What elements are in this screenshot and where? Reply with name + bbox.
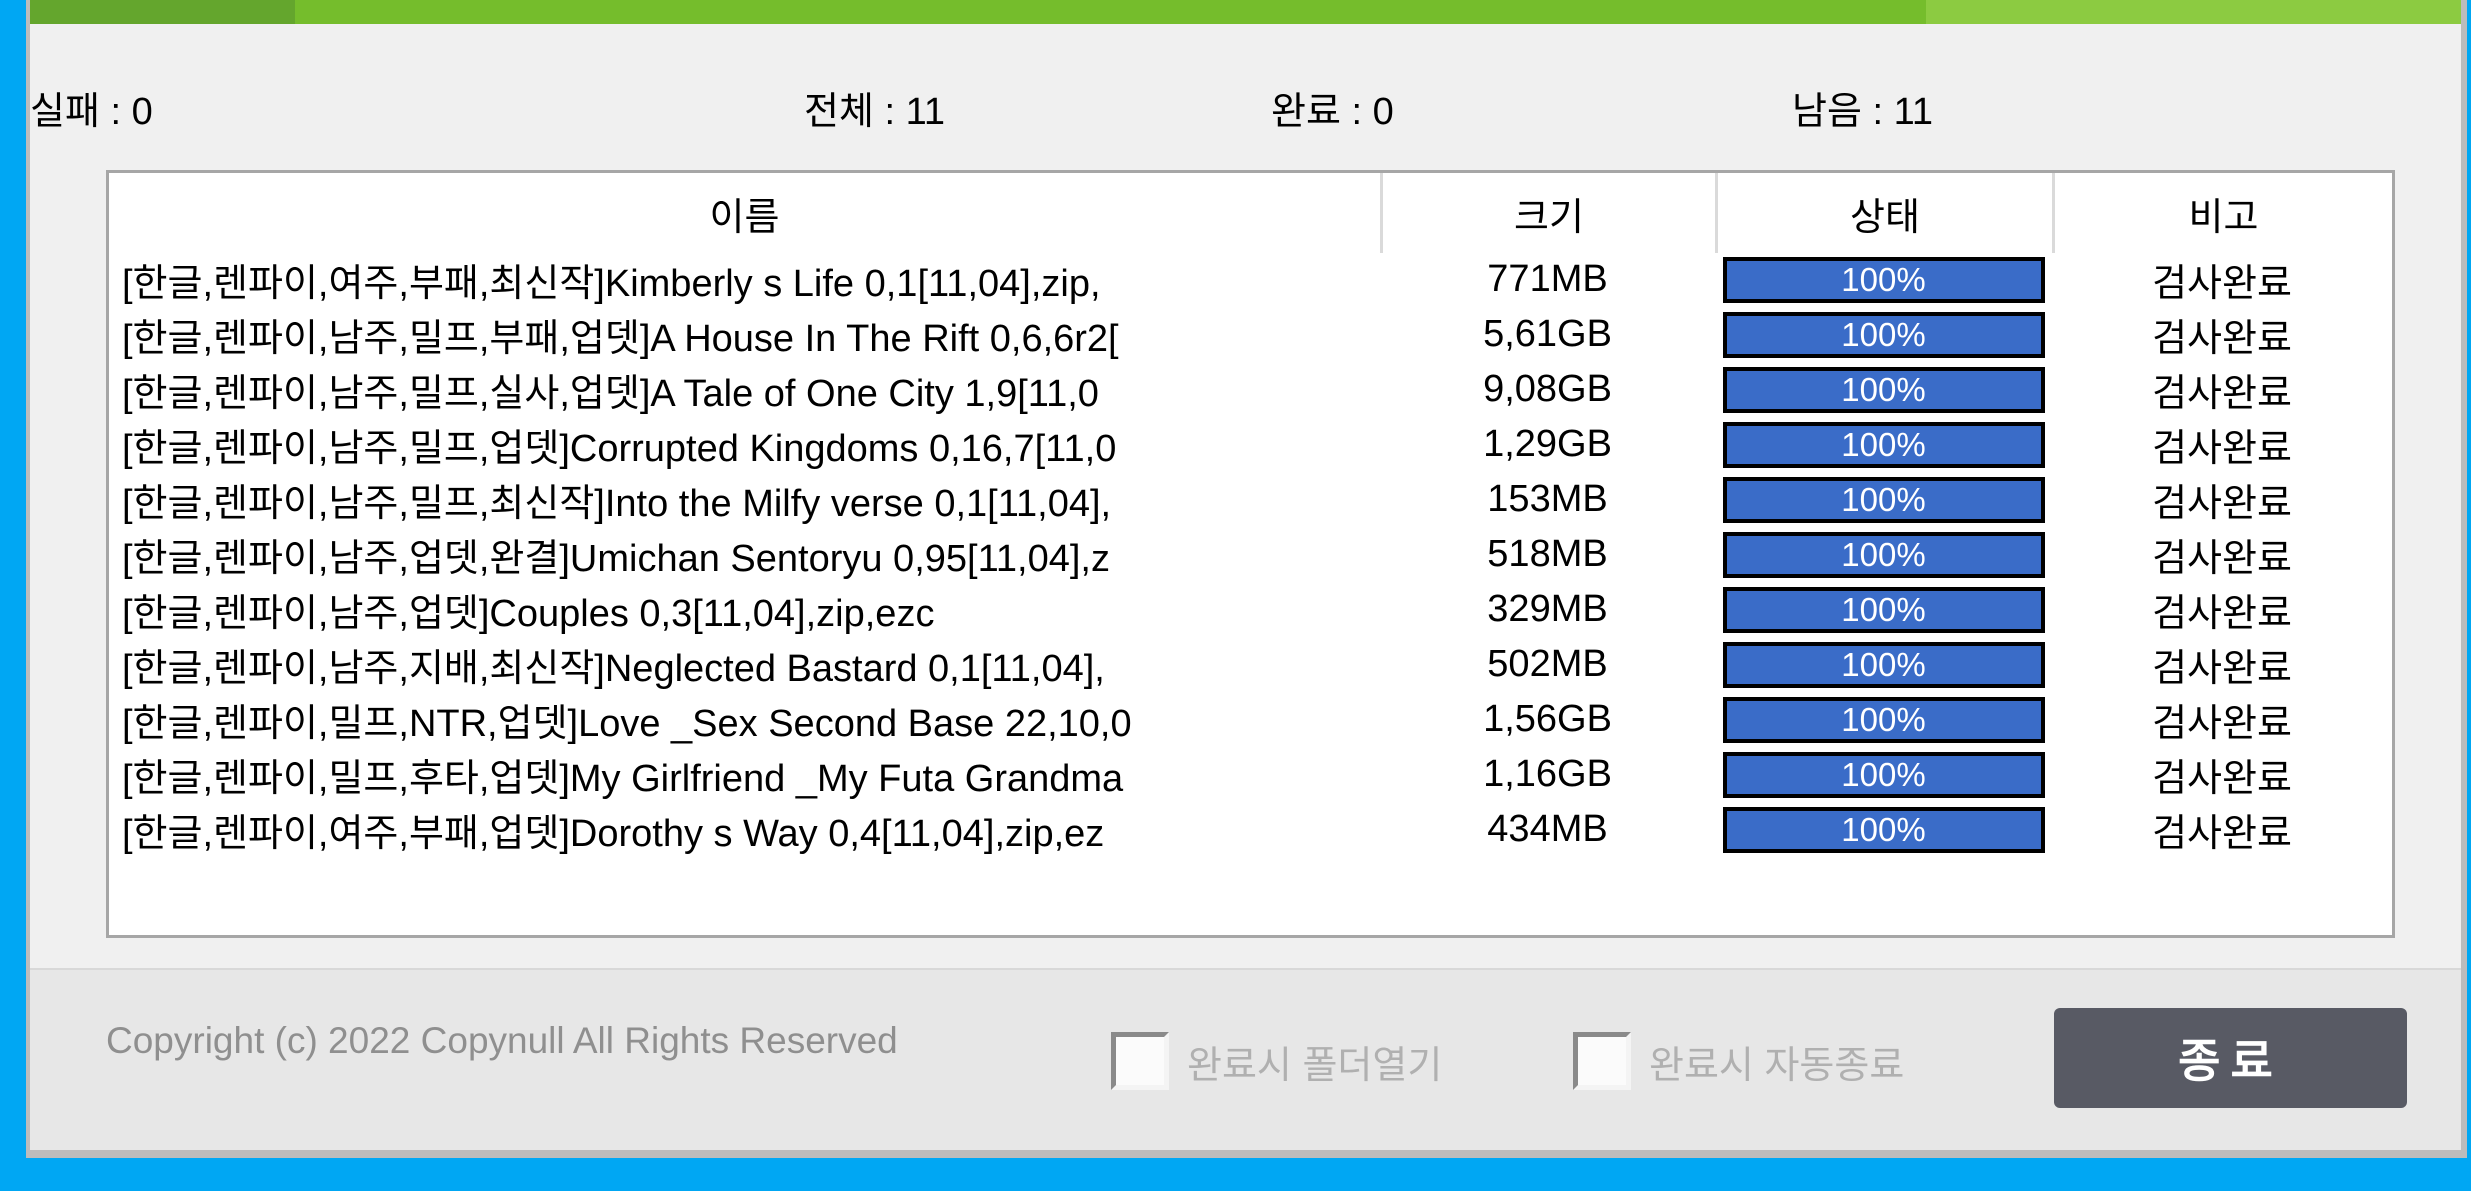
file-status-cell: 100% bbox=[1715, 252, 2052, 307]
file-size: 771MB bbox=[1487, 258, 1608, 300]
file-size: 9,08GB bbox=[1483, 368, 1612, 410]
file-name: [한글,렌파이,남주,밀프,최신작]Into the Milfy verse 0… bbox=[122, 483, 1112, 525]
file-note: 검사완료 bbox=[2152, 758, 2292, 800]
progress-bar: 100% bbox=[1722, 641, 2045, 688]
column-header-size[interactable]: 크기 bbox=[1380, 173, 1715, 253]
checkbox-auto-exit-box[interactable] bbox=[1573, 1032, 1631, 1090]
progress-bar: 100% bbox=[1722, 476, 2045, 523]
table-row[interactable]: [한글,렌파이,남주,밀프,업뎃]Corrupted Kingdoms 0,16… bbox=[109, 417, 2392, 472]
file-note: 검사완료 bbox=[2152, 428, 2292, 470]
file-status-cell: 100% bbox=[1715, 417, 2052, 472]
file-size: 434MB bbox=[1487, 808, 1608, 850]
column-header-name[interactable]: 이름 bbox=[709, 196, 780, 239]
file-size: 1,16GB bbox=[1483, 753, 1612, 795]
table-row[interactable]: [한글,렌파이,밀프,후타,업뎃]My Girlfriend _My Futa … bbox=[109, 747, 2392, 802]
file-name: [한글,렌파이,남주,지배,최신작]Neglected Bastard 0,1[… bbox=[122, 648, 1105, 690]
column-header-note[interactable]: 비고 bbox=[2052, 173, 2392, 253]
file-status-cell: 100% bbox=[1715, 692, 2052, 747]
file-note: 검사완료 bbox=[2152, 593, 2292, 635]
exit-button[interactable]: 종료 bbox=[2054, 1008, 2407, 1108]
stat-total: 전체 : 11 bbox=[804, 91, 946, 133]
table-row[interactable]: [한글,렌파이,남주,업뎃,완결]Umichan Sentoryu 0,95[1… bbox=[109, 527, 2392, 582]
file-note: 검사완료 bbox=[2152, 813, 2292, 855]
titlebar-segment-light bbox=[1926, 0, 2461, 24]
progress-bar: 100% bbox=[1722, 806, 2045, 853]
titlebar-segment-dark bbox=[30, 0, 295, 24]
progress-bar: 100% bbox=[1722, 751, 2045, 798]
table-row[interactable]: [한글,렌파이,남주,지배,최신작]Neglected Bastard 0,1[… bbox=[109, 637, 2392, 692]
checkbox-open-folder-label: 완료시 폴더열기 bbox=[1187, 1044, 1443, 1087]
checkbox-auto-exit-label: 완료시 자동종료 bbox=[1649, 1044, 1905, 1087]
table-row[interactable]: [한글,렌파이,밀프,NTR,업뎃]Love _Sex Second Base … bbox=[109, 692, 2392, 747]
file-size: 502MB bbox=[1487, 643, 1608, 685]
progress-bar: 100% bbox=[1722, 696, 2045, 743]
file-status-cell: 100% bbox=[1715, 527, 2052, 582]
stat-failed: 실패 : 0 bbox=[30, 91, 153, 133]
file-name: [한글,렌파이,남주,업뎃,완결]Umichan Sentoryu 0,95[1… bbox=[122, 538, 1110, 580]
table-row[interactable]: [한글,렌파이,여주,부패,업뎃]Dorothy s Way 0,4[11,04… bbox=[109, 802, 2392, 857]
file-status-cell: 100% bbox=[1715, 582, 2052, 637]
file-note: 검사완료 bbox=[2152, 648, 2292, 690]
titlebar-segment-mid bbox=[295, 0, 1926, 24]
file-note: 검사완료 bbox=[2152, 318, 2292, 360]
file-note: 검사완료 bbox=[2152, 703, 2292, 745]
file-name: [한글,렌파이,남주,밀프,업뎃]Corrupted Kingdoms 0,16… bbox=[122, 428, 1117, 470]
progress-bar: 100% bbox=[1722, 531, 2045, 578]
file-status-cell: 100% bbox=[1715, 802, 2052, 857]
file-status-cell: 100% bbox=[1715, 472, 2052, 527]
file-name: [한글,렌파이,남주,업뎃]Couples 0,3[11,04],zip,ezc bbox=[122, 593, 935, 635]
file-status-cell: 100% bbox=[1715, 637, 2052, 692]
app-window: 전체 : 11 완료 : 0 남음 : 11 실패 : 0 이름 크기 상태 비… bbox=[26, 0, 2467, 1158]
file-size: 153MB bbox=[1487, 478, 1608, 520]
checkbox-open-folder[interactable]: 완료시 폴더열기 bbox=[1111, 1032, 1442, 1090]
file-size: 5,61GB bbox=[1483, 313, 1612, 355]
file-size: 1,29GB bbox=[1483, 423, 1612, 465]
file-note: 검사완료 bbox=[2152, 263, 2292, 305]
progress-bar: 100% bbox=[1722, 311, 2045, 358]
file-status-cell: 100% bbox=[1715, 747, 2052, 802]
file-name: [한글,렌파이,남주,밀프,실사,업뎃]A Tale of One City 1… bbox=[122, 373, 1099, 415]
checkbox-open-folder-box[interactable] bbox=[1111, 1032, 1169, 1090]
table-row[interactable]: [한글,렌파이,남주,밀프,부패,업뎃]A House In The Rift … bbox=[109, 307, 2392, 362]
file-name: [한글,렌파이,남주,밀프,부패,업뎃]A House In The Rift … bbox=[122, 318, 1119, 360]
stat-complete: 완료 : 0 bbox=[1271, 91, 1394, 133]
file-note: 검사완료 bbox=[2152, 373, 2292, 415]
copyright-text: Copyright (c) 2022 Copynull All Rights R… bbox=[106, 1020, 898, 1061]
file-size: 329MB bbox=[1487, 588, 1608, 630]
file-size: 1,56GB bbox=[1483, 698, 1612, 740]
file-name: [한글,렌파이,여주,부패,최신작]Kimberly s Life 0,1[11… bbox=[122, 263, 1101, 305]
progress-bar: 100% bbox=[1722, 366, 2045, 413]
download-list: 이름 크기 상태 비고 [한글,렌파이,여주,부패,최신작]Kimberly s… bbox=[106, 170, 2395, 938]
file-status-cell: 100% bbox=[1715, 307, 2052, 362]
list-header: 이름 크기 상태 비고 bbox=[109, 173, 2392, 253]
stat-remaining: 남음 : 11 bbox=[1792, 91, 1934, 133]
table-row[interactable]: [한글,렌파이,남주,밀프,실사,업뎃]A Tale of One City 1… bbox=[109, 362, 2392, 417]
table-row[interactable]: [한글,렌파이,남주,업뎃]Couples 0,3[11,04],zip,ezc… bbox=[109, 582, 2392, 637]
file-note: 검사완료 bbox=[2152, 483, 2292, 525]
file-name: [한글,렌파이,밀프,NTR,업뎃]Love _Sex Second Base … bbox=[122, 703, 1132, 745]
progress-bar: 100% bbox=[1722, 421, 2045, 468]
progress-bar: 100% bbox=[1722, 256, 2045, 303]
file-note: 검사완료 bbox=[2152, 538, 2292, 580]
titlebar-progress-strip bbox=[30, 0, 2461, 24]
checkbox-auto-exit[interactable]: 완료시 자동종료 bbox=[1573, 1032, 1904, 1090]
file-name: [한글,렌파이,밀프,후타,업뎃]My Girlfriend _My Futa … bbox=[122, 758, 1124, 800]
progress-bar: 100% bbox=[1722, 586, 2045, 633]
file-size: 518MB bbox=[1487, 533, 1608, 575]
table-row[interactable]: [한글,렌파이,여주,부패,최신작]Kimberly s Life 0,1[11… bbox=[109, 252, 2392, 307]
table-row[interactable]: [한글,렌파이,남주,밀프,최신작]Into the Milfy verse 0… bbox=[109, 472, 2392, 527]
list-rows: [한글,렌파이,여주,부패,최신작]Kimberly s Life 0,1[11… bbox=[109, 252, 2392, 857]
file-status-cell: 100% bbox=[1715, 362, 2052, 417]
footer-divider bbox=[30, 968, 2461, 970]
file-name: [한글,렌파이,여주,부패,업뎃]Dorothy s Way 0,4[11,04… bbox=[122, 813, 1105, 855]
column-header-status[interactable]: 상태 bbox=[1715, 173, 2052, 253]
